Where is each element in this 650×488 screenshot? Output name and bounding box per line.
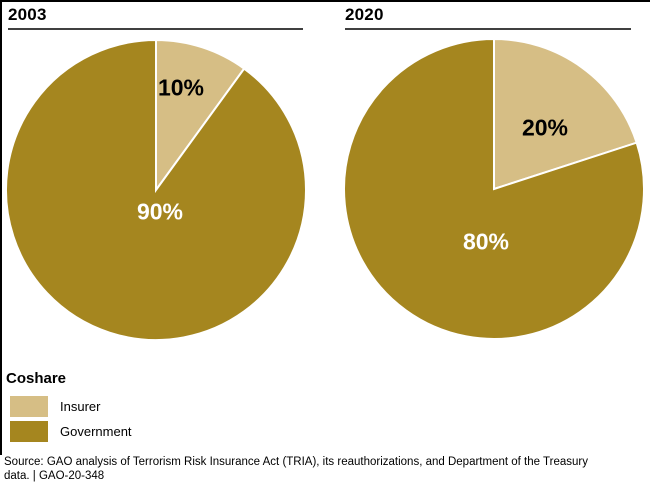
- pie-slice-insurer: [493, 37, 638, 191]
- chart-title-2020: 2020: [345, 5, 631, 30]
- legend-title: Coshare: [6, 370, 67, 387]
- pie-chart-2020: 20% 80%: [342, 37, 646, 341]
- pie-slice-insurer: [155, 38, 246, 194]
- source-note-line1: Source: GAO analysis of Terrorism Risk I…: [4, 456, 588, 468]
- figure-left-border: [0, 0, 2, 455]
- pie-svg-2020: [343, 37, 645, 340]
- legend-swatch-government: [10, 421, 48, 442]
- pie-chart-2003: 10% 90%: [4, 38, 308, 342]
- source-note: Source: GAO analysis of Terrorism Risk I…: [4, 455, 644, 483]
- legend-label-government: Government: [60, 424, 132, 439]
- pie-slice-government: [343, 37, 645, 340]
- source-note-line2: data. | GAO-20-348: [4, 470, 105, 482]
- legend-label-insurer: Insurer: [60, 399, 101, 414]
- pie-slice-government: [5, 38, 307, 341]
- legend-swatch-insurer: [10, 396, 48, 417]
- pie-svg-2003: [5, 38, 307, 341]
- chart-title-2003: 2003: [8, 5, 303, 30]
- figure-top-border: [0, 0, 650, 2]
